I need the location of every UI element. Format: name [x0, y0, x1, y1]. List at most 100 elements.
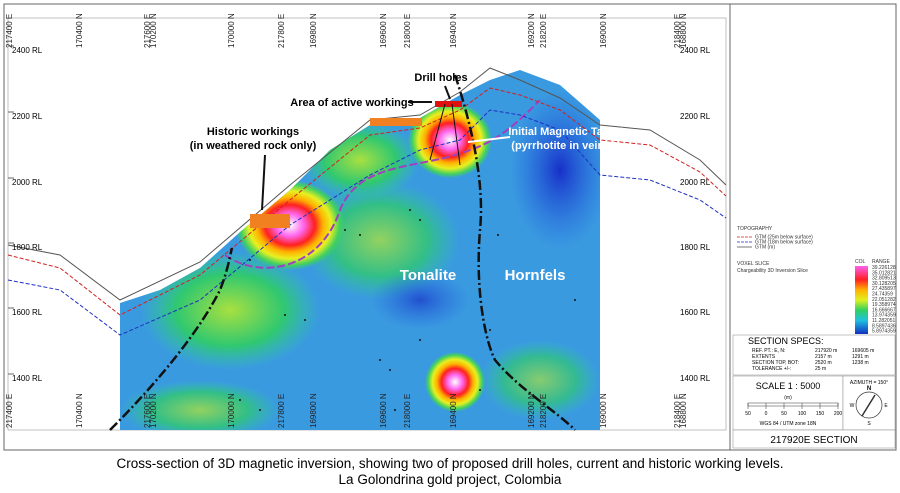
scale-tick-label: 100 [798, 411, 807, 417]
drill-hole [429, 103, 446, 161]
anomaly [510, 90, 600, 250]
sample-point [379, 359, 381, 361]
grid-label: 169600 N [379, 393, 388, 428]
grid-label: 217400 E [5, 394, 14, 428]
sample-point [497, 234, 499, 236]
datum: WGS 84 / UTM zone 18N [760, 421, 817, 427]
compass-w: W [850, 403, 855, 409]
drill-hole [451, 103, 461, 166]
compass-s: S [867, 421, 871, 427]
anomaly [120, 380, 280, 430]
arrow [467, 136, 511, 143]
annotation: (in weathered rock only) [190, 140, 317, 152]
topography [7, 67, 727, 301]
compass-needle [861, 394, 876, 417]
legend-range: 24.74359 [872, 292, 893, 298]
rl-label: 1600 RL [680, 308, 711, 317]
grid-label: 217400 E [5, 14, 14, 48]
azimuth-label: AZIMUTH = 150° [850, 380, 888, 386]
grid-label: 169000 N [599, 13, 608, 48]
rl-label: 1800 RL [680, 243, 711, 252]
grid-label: 169800 N [309, 393, 318, 428]
grid-label: 169600 N [379, 13, 388, 48]
legend-range: 5.8974359 [872, 329, 896, 335]
legend-text: GTM (m) [755, 245, 775, 251]
scale-tick-label: 0 [765, 411, 768, 417]
contact [109, 247, 234, 431]
arrow [444, 85, 451, 100]
sample-point [259, 409, 261, 411]
sample-point [239, 399, 241, 401]
annotation: Historic workings [207, 126, 299, 138]
grid-label: 169400 N [449, 393, 458, 428]
scale-tick-label: 200 [834, 411, 843, 417]
specs-cell: REF. PT.: E, N: [752, 348, 785, 354]
arrow [261, 154, 266, 211]
specs-cell: 217920 m [815, 348, 837, 354]
unit-label: Tonalite [400, 267, 456, 284]
caption: Cross-section of 3D magnetic inversion, … [116, 456, 783, 471]
legend-range: 32.809513 [872, 276, 896, 282]
title-box [732, 429, 896, 449]
rl-label: 1800 RL [12, 243, 43, 252]
caption: La Golondrina gold project, Colombia [339, 472, 562, 487]
drill-pad [435, 101, 462, 107]
grid-label: 218200 E [539, 394, 548, 428]
gtm-line [7, 109, 727, 336]
anomaly [480, 340, 600, 420]
grid-label: 169200 N [527, 393, 536, 428]
active-workings [370, 118, 422, 126]
sample-point [284, 314, 286, 316]
rl-label: 2400 RL [680, 46, 711, 55]
scale-tick-label: 150 [816, 411, 825, 417]
legend-range: 22.051282 [872, 297, 896, 303]
specs-title: SECTION SPECS: [748, 336, 824, 346]
legend-range: 35.012821 [872, 270, 896, 276]
specs-box [732, 334, 896, 376]
rl-label: 1400 RL [680, 374, 711, 383]
legend-title: VOXEL SLICE [737, 261, 770, 267]
grid-label: 218000 E [403, 14, 412, 48]
sample-point [344, 229, 346, 231]
scale-title: SCALE 1 : 5000 [756, 381, 821, 391]
rl-label: 2000 RL [12, 178, 43, 187]
rl-label: 1600 RL [12, 308, 43, 317]
grid-label: 217800 E [277, 394, 286, 428]
sample-point [419, 339, 421, 341]
grid-label: 170000 N [227, 13, 236, 48]
legend-range: 19.358974 [872, 302, 896, 308]
specs-cell: 2157 m [815, 354, 832, 360]
scale-tick-label: 50 [781, 411, 787, 417]
compass-n: N [867, 386, 871, 392]
legend-range: 13.974359 [872, 313, 896, 319]
rl-label: 2400 RL [12, 46, 43, 55]
rl-label: 1400 RL [12, 374, 43, 383]
sample-point [389, 369, 391, 371]
legend-text: GTM (18m below surface) [755, 240, 813, 246]
scale-bar [747, 402, 839, 407]
compass-e: E [884, 403, 888, 409]
grid-label: 170200 N [149, 393, 158, 428]
grid-label: 218400 E [673, 14, 682, 48]
grid-label: 169000 N [599, 393, 608, 428]
grid-label: 170200 N [149, 13, 158, 48]
specs-cell: 1291 m [852, 354, 869, 360]
specs-cell: TOLERANCE +/-: [752, 366, 791, 372]
grid-label: 218200 E [539, 14, 548, 48]
legend-header: COL [855, 259, 866, 265]
grid-label: 170400 N [75, 13, 84, 48]
grid-label: 169800 N [309, 13, 318, 48]
rl-label: 2200 RL [680, 112, 711, 121]
sample-point [489, 329, 491, 331]
specs-cell: 25 m [815, 366, 826, 372]
annotation: (pyrrhotite in veins?) [511, 140, 621, 152]
specs-cell: 1238 m [852, 360, 869, 366]
grid-label: 168800 N [679, 393, 688, 428]
annotation: Area of active workings [290, 97, 414, 109]
historic-workings [250, 214, 290, 228]
anomaly [425, 352, 485, 412]
grid-label: 169400 N [449, 13, 458, 48]
sample-point [394, 409, 396, 411]
